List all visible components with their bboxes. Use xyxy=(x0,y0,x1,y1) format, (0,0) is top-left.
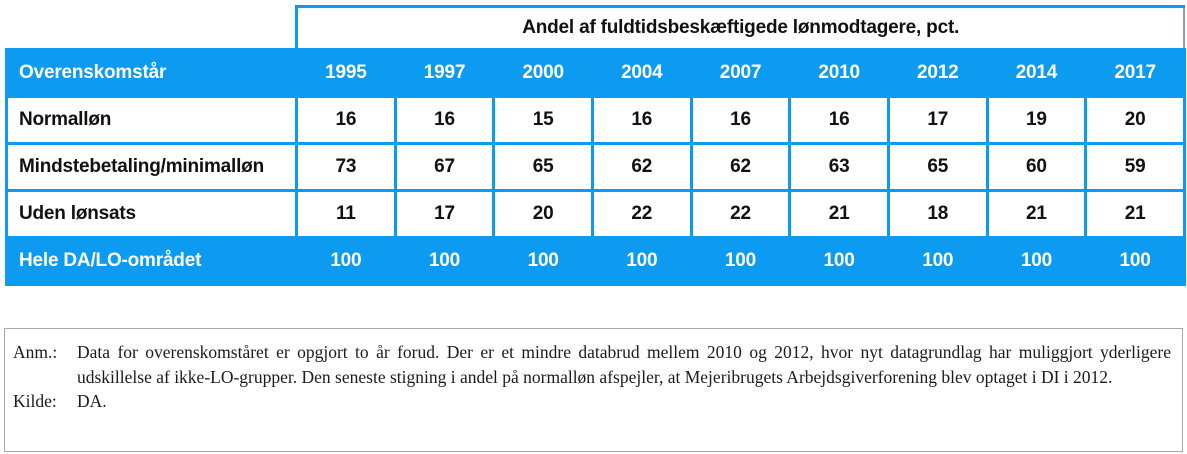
note-row-anm: Anm.: Data for overenskomståret er opgjo… xyxy=(13,340,1171,389)
corner-empty-cell xyxy=(6,6,297,50)
note-row-kilde: Kilde: DA. xyxy=(13,389,1171,414)
data-row-1-value-2012: 65 xyxy=(886,142,989,192)
total-value-2000: 100 xyxy=(492,236,594,286)
data-row-1-value-2000: 65 xyxy=(492,142,594,192)
data-row-2-value-2007: 22 xyxy=(689,189,792,239)
data-row-0-value-2017: 20 xyxy=(1084,95,1186,145)
data-row-2-label: Uden lønsats xyxy=(5,189,298,239)
data-row-2-value-2012: 18 xyxy=(886,189,989,239)
statistics-table: Andel af fuldtidsbeskæftigede lønmodtage… xyxy=(5,5,1186,286)
data-row-2-value-2010: 21 xyxy=(788,189,890,239)
data-row-2-value-1995: 11 xyxy=(295,189,397,239)
data-row-2-row: Uden lønsats 11 17 20 22 22 21 18 21 21 xyxy=(5,189,1186,239)
total-value-2014: 100 xyxy=(985,236,1088,286)
data-row-2-value-2000: 20 xyxy=(492,189,594,239)
data-row-0-value-2007: 16 xyxy=(689,95,792,145)
anm-text: Data for overenskomståret er opgjort to … xyxy=(77,342,1171,387)
total-value-2017: 100 xyxy=(1084,236,1186,286)
data-row-0-row: Normalløn 16 16 15 16 16 16 17 19 20 xyxy=(5,95,1186,145)
data-row-1-label: Mindstebetaling/minimalløn xyxy=(5,142,298,192)
total-value-2012: 100 xyxy=(886,236,989,286)
data-row-1-value-1997: 67 xyxy=(393,142,496,192)
data-row-2-value-2017: 21 xyxy=(1084,189,1186,239)
data-row-0-value-1997: 16 xyxy=(393,95,496,145)
year-header-2014: 2014 xyxy=(985,48,1088,98)
data-row-0-value-2000: 15 xyxy=(492,95,594,145)
total-value-2007: 100 xyxy=(689,236,792,286)
year-header-1995: 1995 xyxy=(295,48,397,98)
data-row-0-value-2004: 16 xyxy=(590,95,693,145)
data-row-1-value-1995: 73 xyxy=(295,142,397,192)
year-header-2010: 2010 xyxy=(788,48,890,98)
year-header-2000: 2000 xyxy=(492,48,594,98)
data-row-1-value-2014: 60 xyxy=(985,142,1088,192)
kilde-label: Kilde: xyxy=(13,391,57,411)
data-row-0-value-2010: 16 xyxy=(788,95,890,145)
total-value-1995: 100 xyxy=(295,236,397,286)
data-row-1-value-2010: 63 xyxy=(788,142,890,192)
anm-label: Anm.: xyxy=(13,342,58,362)
total-value-2004: 100 xyxy=(590,236,693,286)
corner-header: Overenskomstår xyxy=(5,48,298,98)
year-header-1997: 1997 xyxy=(393,48,496,98)
data-row-2-value-1997: 17 xyxy=(393,189,496,239)
data-row-0-value-2014: 19 xyxy=(985,95,1088,145)
data-row-1-value-2004: 62 xyxy=(590,142,693,192)
total-label: Hele DA/LO-området xyxy=(5,236,298,286)
span-header-row: Andel af fuldtidsbeskæftigede lønmodtage… xyxy=(6,5,1186,51)
year-header-2004: 2004 xyxy=(590,48,693,98)
notes-box: Anm.: Data for overenskomståret er opgjo… xyxy=(4,328,1183,452)
data-row-0-value-2012: 17 xyxy=(886,95,989,145)
total-row: Hele DA/LO-området 100 100 100 100 100 100 100 1… xyxy=(5,236,1186,286)
total-value-2010: 100 xyxy=(788,236,890,286)
year-header-row: Overenskomstår 1995 1997 2000 2004 2007 2010 2… xyxy=(5,48,1186,98)
data-row-0-value-1995: 16 xyxy=(295,95,397,145)
total-value-1997: 100 xyxy=(393,236,496,286)
year-header-2017: 2017 xyxy=(1084,48,1186,98)
data-row-1-row: Mindstebetaling/minimalløn 73 67 65 62 62 63 65… xyxy=(5,142,1186,192)
data-row-2-value-2014: 21 xyxy=(985,189,1088,239)
data-row-1-value-2007: 62 xyxy=(689,142,792,192)
table-span-header: Andel af fuldtidsbeskæftigede lønmodtage… xyxy=(295,5,1186,51)
data-row-0-label: Normalløn xyxy=(5,95,298,145)
year-header-2012: 2012 xyxy=(886,48,989,98)
kilde-text: DA. xyxy=(77,391,107,411)
data-row-2-value-2004: 22 xyxy=(590,189,693,239)
data-row-1-value-2017: 59 xyxy=(1084,142,1186,192)
year-header-2007: 2007 xyxy=(689,48,792,98)
